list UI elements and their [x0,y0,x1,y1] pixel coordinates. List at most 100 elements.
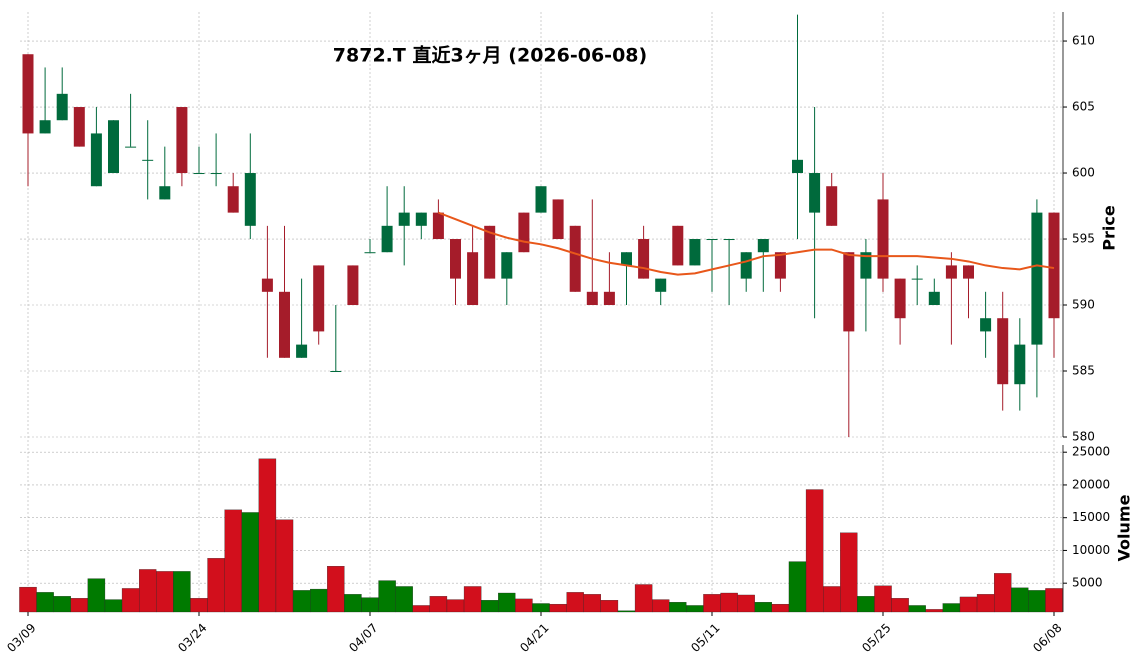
volume-bar [480,600,499,613]
volume-bar [925,609,944,613]
candle-body [928,291,940,306]
candle-body [210,173,222,175]
candle-body [826,186,838,226]
volume-tick-label: 10000 [1072,543,1110,557]
x-tick-label: 04/21 [517,621,551,655]
volume-bar [583,594,602,613]
x-tick-label: 04/07 [346,621,380,655]
candle-body [518,212,530,253]
candle-body [415,212,427,226]
candle-body [22,54,34,134]
y-tick-label: 605 [1072,100,1095,114]
candle-body [963,265,974,279]
volume-bar [309,588,328,613]
volume-bar [70,598,89,613]
volume-bar [737,594,755,613]
x-tick-label: 03/09 [4,621,38,655]
candle-body [467,252,479,306]
candle-body [1048,212,1060,319]
candle-body [586,291,598,306]
volume-bar [669,602,687,613]
volume-bar [53,596,71,613]
candle-body [330,371,342,373]
candle-body [621,252,632,266]
volume-bar [515,598,533,613]
volume-bar [617,610,636,613]
candle-body [843,252,855,332]
y-tick-label: 585 [1072,364,1095,378]
volume-bar [36,592,54,613]
volume-bar [805,489,824,613]
candle-body [877,199,889,279]
candle-body [757,239,769,253]
candle-body [364,252,376,254]
volume-bar [1045,588,1063,613]
moving-average-line [438,211,1055,276]
candle-body [261,278,273,292]
volume-bar [207,558,225,613]
x-tick-label: 06/08 [1030,621,1064,655]
candle-body [39,120,51,134]
volume-bar [361,597,379,613]
y-axis-label: Price [1100,205,1119,251]
candle-body [227,186,239,213]
volume-bar [138,569,157,613]
candle-body [108,120,119,174]
volume-bar [173,571,191,613]
candle-body [347,265,359,306]
volume-bar [395,586,413,613]
volume-bar [823,586,841,613]
volume-bar [771,603,790,613]
volume-bar [857,596,875,613]
candle-body [638,239,650,279]
volume-axis-label: Volume [1115,494,1134,561]
candle-body [193,173,205,175]
volume-bar [720,592,738,613]
volume-bar [549,603,567,613]
volume-bar [190,598,208,613]
candle-body [689,239,701,266]
candle-body [381,225,393,253]
candle-body [279,291,290,358]
candle-body [1014,344,1026,385]
y-tick-label: 600 [1072,166,1095,180]
candle-body [997,318,1009,385]
volume-bar [908,605,926,613]
candle-body [159,186,171,200]
volume-bar [121,588,140,613]
candle-body [535,186,547,213]
candle-body [244,173,256,226]
volume-bar [292,590,311,613]
volume-bar [754,602,773,613]
volume-bar [840,532,858,613]
volume-bar [156,571,174,613]
candle-body [1031,212,1043,345]
volume-bar [87,578,106,613]
volume-bar [412,605,431,613]
candle-body [569,225,581,292]
volume-bar [652,599,670,613]
volume-tick-label: 5000 [1072,576,1103,590]
volume-bar [19,586,37,613]
volume-bar [600,600,619,613]
volume-bar [275,519,294,613]
volume-bar [1028,590,1046,613]
candle-body [894,278,906,319]
volume-bar [241,512,260,613]
volume-bar [566,592,584,613]
volume-bar [634,584,653,613]
y-tick-label: 595 [1072,232,1095,246]
candle-body [706,239,718,241]
x-tick-label: 03/24 [175,621,209,655]
candle-body [450,239,461,279]
volume-bar [788,561,807,613]
candle-body [723,239,735,241]
candle-body [860,252,872,279]
candle-body [73,107,85,147]
y-tick-label: 580 [1072,430,1095,444]
candle-body [398,212,410,226]
volume-bar [446,599,465,613]
x-tick-label: 05/11 [688,621,722,655]
candle-body [142,159,154,161]
